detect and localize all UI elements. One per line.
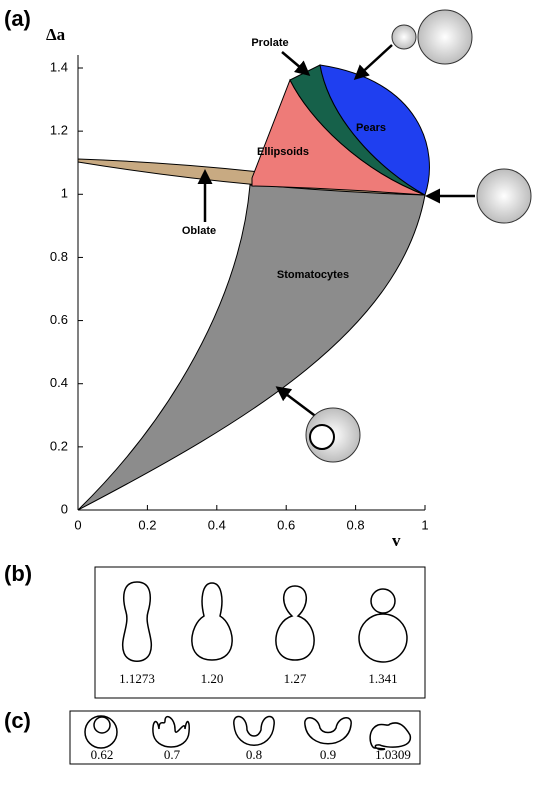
shape-value: 1.341 (368, 671, 397, 686)
region-label: Stomatocytes (277, 269, 349, 281)
shape-outline (370, 588, 396, 614)
x-tick-label: 0.8 (347, 517, 365, 532)
panel-label: (c) (4, 708, 31, 733)
shape-outline (191, 582, 233, 661)
shape-outline (233, 715, 275, 746)
x-tick-label: 0 (74, 517, 81, 532)
shape-value: 1.1273 (119, 671, 155, 686)
sphere-icon (417, 9, 473, 65)
y-tick-label: 0 (61, 501, 68, 516)
arrow (281, 51, 311, 76)
x-tick-label: 0.6 (277, 517, 295, 532)
x-tick-label: 0.2 (138, 517, 156, 532)
shape-value: 0.62 (91, 747, 114, 762)
y-tick-label: 1.2 (50, 123, 68, 138)
arrow (275, 386, 319, 419)
region-label: Pears (356, 122, 386, 134)
arrows (197, 44, 475, 419)
panel-label: (a) (4, 6, 31, 31)
y-tick-label: 0.4 (50, 375, 68, 390)
panel-frame (69, 710, 421, 765)
panel-frame (94, 566, 426, 699)
y-tick-label: 0.2 (50, 438, 68, 453)
y-tick-label: 1.4 (50, 59, 68, 74)
y-tick-label: 0.6 (50, 312, 68, 327)
region-label: Oblate (182, 225, 216, 237)
x-tick-label: 0.4 (208, 517, 226, 532)
region-label: Prolate (251, 37, 288, 49)
shape-outline (304, 717, 352, 745)
shape-outline (358, 613, 408, 663)
y-tick-label: 1 (61, 186, 68, 201)
shape-value: 0.7 (164, 747, 181, 762)
sphere-icon (391, 24, 417, 50)
shape-value: 0.8 (246, 747, 262, 762)
sphere-icon (476, 168, 532, 224)
shape-icons (305, 9, 532, 463)
shape-outline (122, 581, 152, 662)
region (77, 184, 426, 511)
panel-label: (b) (4, 561, 32, 586)
arrow (353, 44, 393, 81)
y-tick-label: 0.8 (50, 249, 68, 264)
shape-outline (369, 722, 411, 751)
x-tick-label: 1 (421, 517, 428, 532)
shape-outline (275, 585, 315, 661)
shapes (122, 581, 408, 663)
shape-outline (93, 716, 111, 734)
shape-value: 0.9 (320, 747, 336, 762)
shapes (84, 715, 411, 751)
x-axis-label: v (392, 531, 401, 550)
shape-outline (152, 715, 190, 748)
shape-outline (84, 715, 118, 749)
region-label: Ellipsoids (257, 146, 309, 158)
inner-sphere (309, 424, 335, 450)
y-axis-label: Δa (46, 25, 66, 44)
shape-value: 1.0309 (375, 747, 411, 762)
shape-value: 1.27 (284, 671, 307, 686)
shape-value: 1.20 (201, 671, 224, 686)
